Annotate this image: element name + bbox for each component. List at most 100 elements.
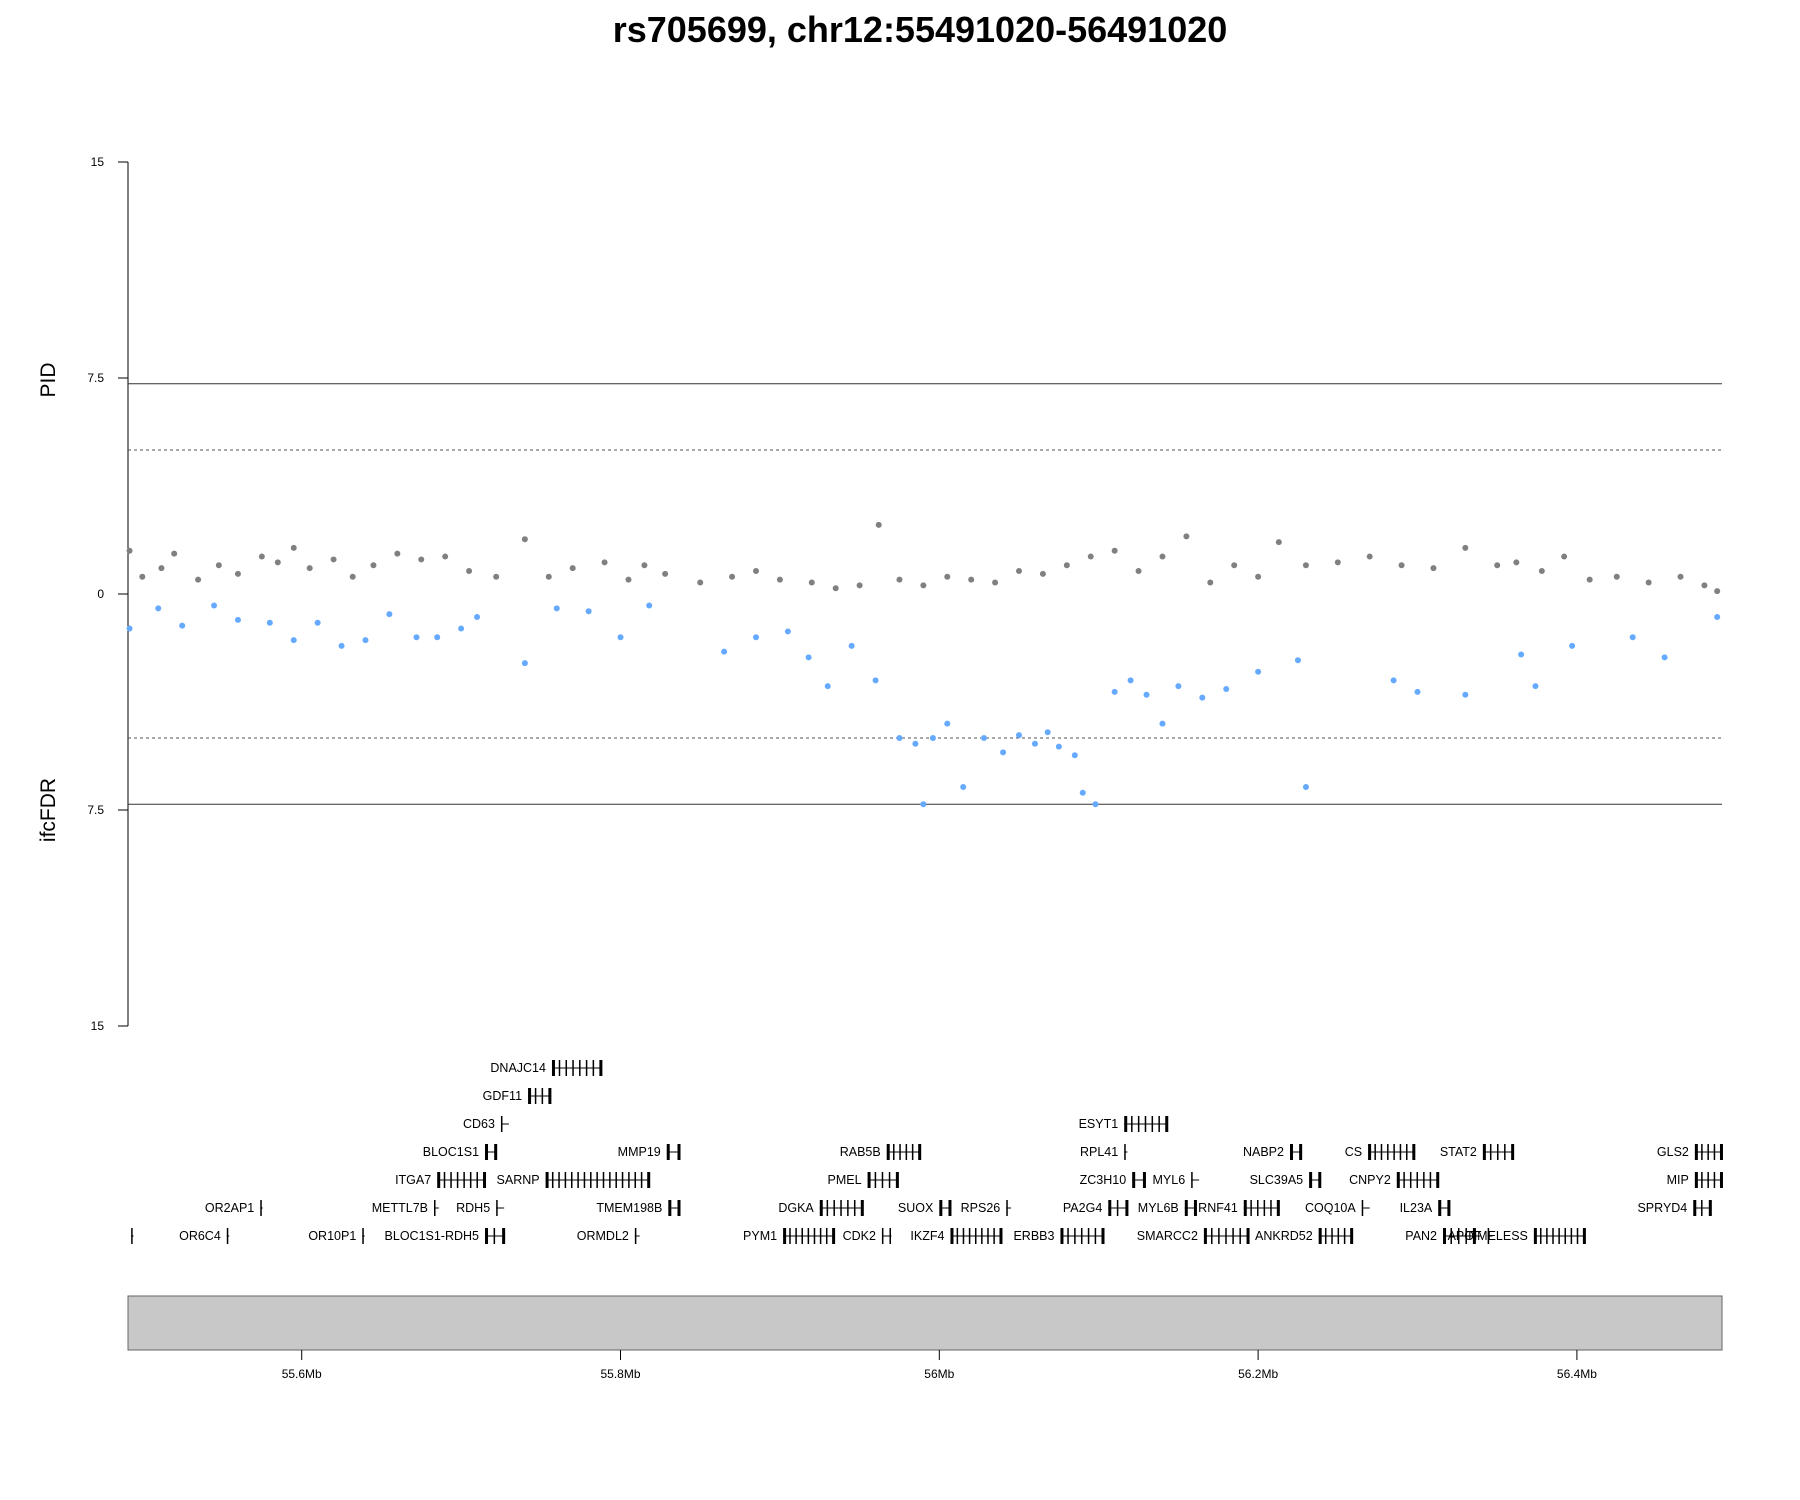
gene-label: DNAJC14 bbox=[490, 1061, 546, 1075]
gene: ORMDL2 bbox=[577, 1228, 640, 1244]
x-tick-label: 56Mb bbox=[924, 1367, 954, 1381]
gene-exon bbox=[226, 1228, 229, 1244]
ifcfdr-point bbox=[1159, 720, 1166, 727]
gene-exon bbox=[1429, 1172, 1432, 1188]
pid-point bbox=[1039, 570, 1046, 577]
gene-exon bbox=[590, 1172, 592, 1188]
gene-exon bbox=[948, 1200, 952, 1216]
gene-exon bbox=[981, 1228, 983, 1244]
gene-exon bbox=[881, 1172, 884, 1188]
gene-exon bbox=[1165, 1116, 1169, 1132]
y-tick-label-lower-mid: 7.5 bbox=[87, 803, 104, 817]
gene-exon bbox=[541, 1088, 544, 1104]
ifcfdr-point bbox=[920, 801, 927, 808]
ifcfdr-point bbox=[1127, 677, 1134, 684]
gene-exon bbox=[463, 1172, 465, 1188]
gene-exon bbox=[1101, 1228, 1105, 1244]
gene-exon bbox=[1331, 1228, 1333, 1244]
gene-exon bbox=[668, 1200, 672, 1216]
gene-exon bbox=[1184, 1200, 1188, 1216]
gene-exon bbox=[886, 1144, 890, 1160]
gene-label: PMEL bbox=[828, 1173, 862, 1187]
pid-point bbox=[370, 562, 377, 569]
ifcfdr-point bbox=[1175, 683, 1182, 690]
pid-point bbox=[215, 562, 222, 569]
ifcfdr-point bbox=[553, 605, 560, 612]
gene-exon bbox=[1094, 1228, 1097, 1244]
pid-point bbox=[466, 567, 473, 574]
gene-exon bbox=[950, 1228, 954, 1244]
gene: TIMELESS bbox=[1466, 1228, 1586, 1244]
gene-exon bbox=[1087, 1228, 1090, 1244]
gene-exon bbox=[1707, 1144, 1709, 1160]
gene-exon bbox=[840, 1200, 842, 1216]
pid-point bbox=[442, 553, 449, 560]
gene-exon bbox=[833, 1200, 835, 1216]
gene-exon bbox=[1350, 1228, 1354, 1244]
pid-point bbox=[234, 570, 241, 577]
gene-exon bbox=[789, 1228, 791, 1244]
gene-exon bbox=[1337, 1228, 1340, 1244]
gene-exon bbox=[1108, 1200, 1112, 1216]
gene: GLS2 bbox=[1657, 1144, 1723, 1160]
gene-exon bbox=[1450, 1228, 1452, 1244]
gene-exon bbox=[1250, 1200, 1252, 1216]
gene-exon bbox=[1270, 1200, 1272, 1216]
gene-exon bbox=[1719, 1172, 1723, 1188]
pid-point bbox=[1016, 567, 1023, 574]
gene: GDF11 bbox=[483, 1088, 552, 1104]
gene-exon bbox=[1191, 1172, 1193, 1188]
gene-label: CDK2 bbox=[843, 1229, 876, 1243]
ifcfdr-point bbox=[753, 634, 760, 641]
chart-title: rs705699, chr12:55491020-56491020 bbox=[613, 9, 1228, 50]
gene: OR2AP1 bbox=[205, 1200, 263, 1216]
gene-label: ERBB3 bbox=[1013, 1229, 1054, 1243]
gene-exon bbox=[483, 1172, 487, 1188]
pid-point bbox=[1159, 553, 1166, 560]
y-tick-label-upper-max: 15 bbox=[91, 155, 105, 169]
pid-point bbox=[1398, 562, 1405, 569]
gene-exon bbox=[1131, 1116, 1133, 1132]
gene-exon bbox=[545, 1172, 549, 1188]
gene-label: SARNP bbox=[497, 1173, 540, 1187]
gene-exon bbox=[1540, 1228, 1542, 1244]
gene-exon bbox=[1125, 1200, 1129, 1216]
pid-point bbox=[729, 573, 736, 580]
ifcfdr-point bbox=[211, 602, 218, 609]
pid-point bbox=[418, 556, 425, 563]
gene-exon bbox=[1576, 1228, 1579, 1244]
gene: STAT2 bbox=[1440, 1144, 1515, 1160]
gene-exon bbox=[579, 1060, 581, 1076]
gene-exon bbox=[1396, 1172, 1400, 1188]
gene-label: BLOC1S1 bbox=[423, 1145, 479, 1159]
gene-exon bbox=[1472, 1228, 1476, 1244]
gene-label: NABP2 bbox=[1243, 1145, 1284, 1159]
gene-label: OR6C4 bbox=[179, 1229, 221, 1243]
ifcfdr-point bbox=[1143, 691, 1150, 698]
pid-point bbox=[1334, 559, 1341, 566]
gene-exon bbox=[609, 1172, 611, 1188]
gene-exon bbox=[1701, 1200, 1703, 1216]
gene-exon bbox=[905, 1144, 908, 1160]
gene-exon bbox=[1457, 1228, 1460, 1244]
gene-exon bbox=[1489, 1144, 1492, 1160]
ifcfdr-point bbox=[929, 735, 936, 741]
gene-exon bbox=[1719, 1144, 1723, 1160]
gene-exon bbox=[1511, 1144, 1515, 1160]
ifcfdr-point bbox=[386, 611, 393, 618]
gene-exon bbox=[801, 1228, 803, 1244]
pid-point bbox=[306, 565, 313, 572]
pid-point bbox=[1561, 553, 1568, 560]
ifcfdr-point bbox=[1071, 752, 1078, 759]
gene-exon bbox=[999, 1228, 1003, 1244]
pid-point bbox=[195, 576, 202, 583]
gene-exon bbox=[795, 1228, 797, 1244]
pid-point bbox=[258, 553, 265, 560]
gene-label: MYL6 bbox=[1153, 1173, 1186, 1187]
gene-exon bbox=[1343, 1228, 1346, 1244]
pid-point bbox=[944, 573, 951, 580]
pid-point bbox=[776, 576, 783, 583]
gene-exon bbox=[826, 1200, 829, 1216]
gene-exon bbox=[1504, 1144, 1506, 1160]
